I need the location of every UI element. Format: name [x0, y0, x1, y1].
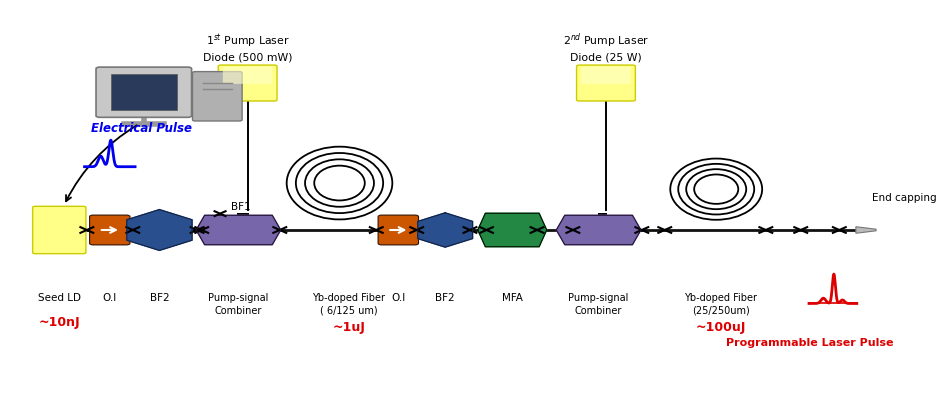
Text: Yb-doped Fiber
( 6/125 um): Yb-doped Fiber ( 6/125 um)	[312, 293, 385, 316]
Text: BF2: BF2	[435, 293, 455, 303]
Text: Seed LD: Seed LD	[38, 293, 81, 303]
FancyBboxPatch shape	[90, 215, 130, 245]
Text: Programmable Laser Pulse: Programmable Laser Pulse	[726, 338, 894, 348]
Text: Electrical Pulse: Electrical Pulse	[91, 122, 192, 135]
FancyBboxPatch shape	[192, 72, 242, 121]
Text: Pump-signal
Combiner: Pump-signal Combiner	[209, 293, 268, 316]
Text: ~10nJ: ~10nJ	[39, 316, 80, 329]
FancyBboxPatch shape	[218, 65, 277, 101]
Text: 2$^{nd}$ Pump Laser
Diode (25 W): 2$^{nd}$ Pump Laser Diode (25 W)	[563, 32, 649, 62]
Text: 1$^{st}$ Pump Laser
Diode (500 mW): 1$^{st}$ Pump Laser Diode (500 mW)	[203, 32, 292, 62]
FancyBboxPatch shape	[581, 67, 630, 84]
Polygon shape	[556, 215, 641, 245]
Text: O.I: O.I	[392, 293, 406, 303]
Polygon shape	[196, 215, 281, 245]
FancyBboxPatch shape	[576, 65, 635, 101]
Text: ~100uJ: ~100uJ	[696, 321, 746, 334]
Text: Yb-doped Fiber
(25/250um): Yb-doped Fiber (25/250um)	[684, 293, 757, 316]
FancyBboxPatch shape	[111, 74, 177, 110]
Text: BF2: BF2	[150, 293, 170, 303]
Text: Pump-signal
Combiner: Pump-signal Combiner	[569, 293, 629, 316]
FancyBboxPatch shape	[378, 215, 418, 245]
Text: O.I: O.I	[102, 293, 117, 303]
Polygon shape	[418, 213, 472, 247]
Text: MFA: MFA	[501, 293, 522, 303]
Polygon shape	[127, 210, 192, 250]
Text: End capping: End capping	[872, 194, 937, 203]
FancyBboxPatch shape	[32, 206, 86, 254]
Polygon shape	[478, 213, 547, 247]
Text: BF1: BF1	[231, 203, 250, 212]
Text: ~1uJ: ~1uJ	[332, 321, 365, 334]
FancyBboxPatch shape	[96, 67, 191, 117]
FancyBboxPatch shape	[223, 67, 272, 84]
Polygon shape	[856, 227, 876, 233]
